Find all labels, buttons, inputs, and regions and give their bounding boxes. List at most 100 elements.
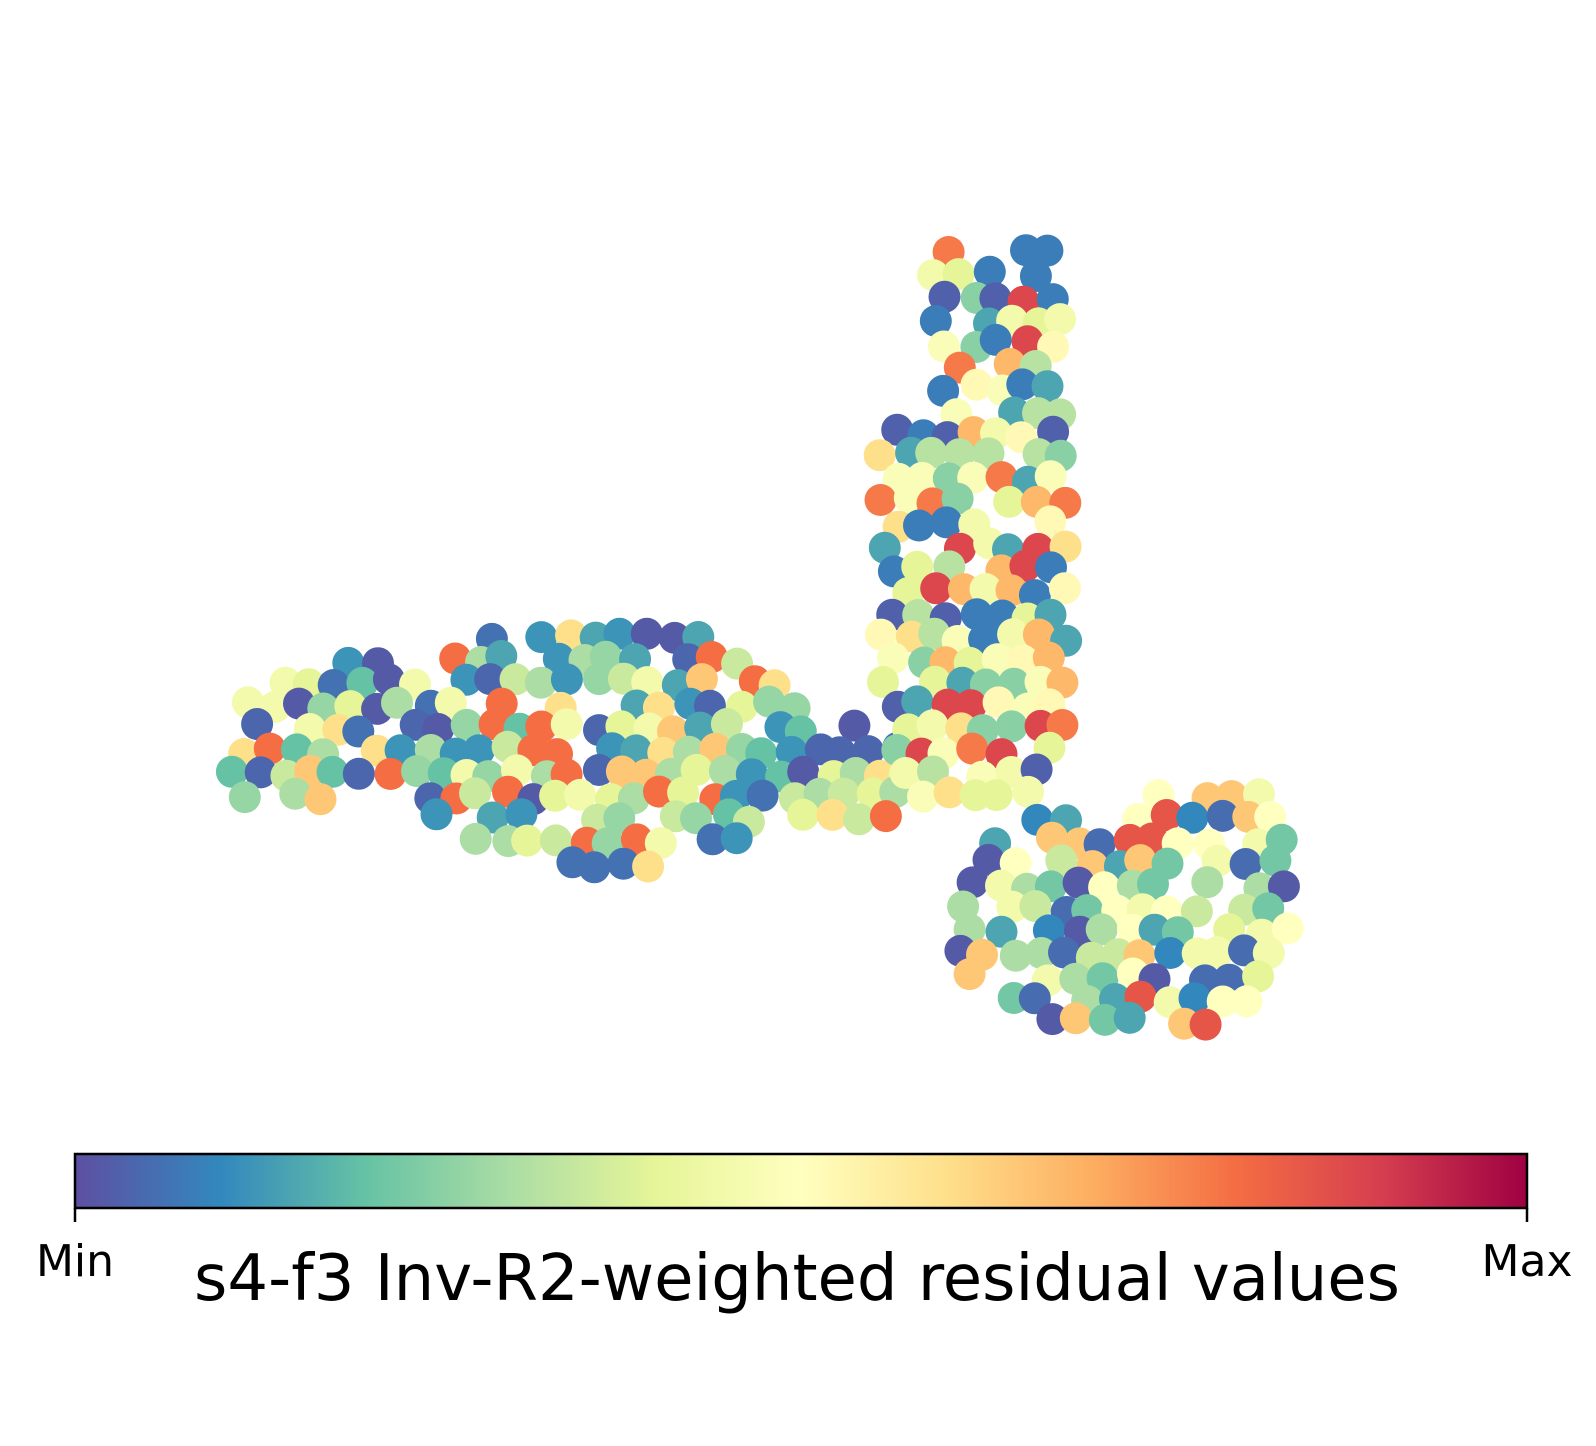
scatter-point xyxy=(867,666,899,698)
scatter-point xyxy=(294,754,327,787)
scatter-point xyxy=(927,374,960,407)
scatter-point xyxy=(1059,1002,1092,1035)
scatter-point xyxy=(304,783,337,816)
scatter-point xyxy=(420,798,453,831)
scatter-point xyxy=(973,255,1006,288)
scatter-point xyxy=(550,708,583,741)
scatter-point xyxy=(869,800,902,833)
scatter-point xyxy=(578,851,611,884)
scatter-point xyxy=(985,915,1018,948)
scatter-point xyxy=(981,643,1014,676)
scatter-point xyxy=(787,755,820,788)
scatter-point xyxy=(1191,866,1224,899)
scatter-point xyxy=(1259,844,1292,877)
scatter-point xyxy=(916,709,949,742)
scatter-point xyxy=(943,438,976,471)
scatter-point xyxy=(1088,1003,1121,1036)
scatter-point xyxy=(685,663,718,696)
scatter-point xyxy=(864,618,897,651)
scatter-point xyxy=(864,484,897,516)
scatter-point xyxy=(1085,913,1118,946)
scatter-point xyxy=(505,798,538,831)
scatter-point xyxy=(476,801,509,834)
scatter-point xyxy=(459,822,492,855)
scatter-point xyxy=(605,755,638,788)
scatter-point xyxy=(1206,799,1239,832)
scatter-point xyxy=(1189,1008,1222,1041)
scatter-point xyxy=(434,686,467,719)
scatter-point xyxy=(863,439,896,472)
scatter-point xyxy=(933,776,966,809)
scatter-point xyxy=(283,687,315,720)
scatter-point xyxy=(279,777,312,810)
scatter-point xyxy=(1062,866,1095,899)
scatter-point xyxy=(630,617,663,650)
scatter-point xyxy=(1178,982,1211,1015)
scatter-point xyxy=(941,482,974,515)
scatter-point xyxy=(360,734,393,767)
scatter-point xyxy=(1232,800,1265,833)
scatter-point xyxy=(1271,912,1304,945)
scatter-point xyxy=(881,413,914,446)
scatter-point xyxy=(919,305,952,337)
scatter-point xyxy=(1012,775,1045,808)
scatter-point xyxy=(499,663,532,696)
scatter-point xyxy=(746,779,779,812)
scatter-point xyxy=(972,437,1005,470)
scatter-point xyxy=(1206,985,1239,1018)
scatter-point xyxy=(1036,1003,1069,1036)
scatter-point xyxy=(953,958,986,991)
scatter-point xyxy=(643,775,675,808)
scatter-point xyxy=(708,755,741,787)
scatter-point xyxy=(632,850,665,883)
scatter-point xyxy=(511,824,544,857)
scatter-point xyxy=(1034,460,1067,493)
scatter-point xyxy=(1176,801,1209,834)
scatter-point xyxy=(1180,895,1213,928)
scatter-point xyxy=(956,732,989,765)
scatter-point xyxy=(889,757,922,789)
scatter-point xyxy=(996,890,1029,923)
scatter-point xyxy=(982,686,1015,719)
scatter-point xyxy=(753,685,785,718)
scatter-point xyxy=(915,436,948,469)
scatter-point xyxy=(644,827,677,860)
scatter-point xyxy=(583,663,615,696)
scatter-point xyxy=(995,710,1028,743)
scatter-point xyxy=(1088,871,1121,904)
scatter-point xyxy=(960,598,993,631)
colorbar-title: s4-f3 Inv-R2-weighted residual values xyxy=(194,1242,1400,1316)
scatter-point xyxy=(1242,960,1275,993)
scatter-point xyxy=(920,572,953,605)
scatter-point xyxy=(901,685,934,718)
scatter-point xyxy=(241,708,274,740)
scatter-point xyxy=(907,780,939,813)
scatter-point xyxy=(928,280,961,313)
scatter-point xyxy=(710,708,743,740)
scatter-point xyxy=(720,822,753,855)
scatter-point xyxy=(215,755,248,788)
scatter-point xyxy=(960,368,993,401)
scatter-point xyxy=(1031,370,1064,403)
scatter-point xyxy=(979,323,1012,356)
scatter-point xyxy=(1150,799,1183,831)
scatter-point xyxy=(459,777,491,810)
scatter-point xyxy=(1230,985,1263,1018)
scatter-point xyxy=(603,617,636,650)
scatter-point xyxy=(316,755,349,788)
scatter-point xyxy=(603,802,636,835)
colorbar-min-label: Min xyxy=(36,1236,114,1287)
scatter-point xyxy=(1025,937,1058,969)
scatter-point xyxy=(999,939,1032,972)
scatter-point xyxy=(374,758,407,790)
scatter-point xyxy=(838,709,871,742)
scatter-point xyxy=(877,642,910,675)
scatter-point xyxy=(843,803,875,836)
scatter-point xyxy=(1154,937,1187,969)
scatter-point xyxy=(342,757,375,790)
scatter-point xyxy=(1048,572,1081,605)
scatter-point xyxy=(901,550,934,583)
scatter-point xyxy=(524,666,557,699)
scatter-point xyxy=(450,663,483,696)
